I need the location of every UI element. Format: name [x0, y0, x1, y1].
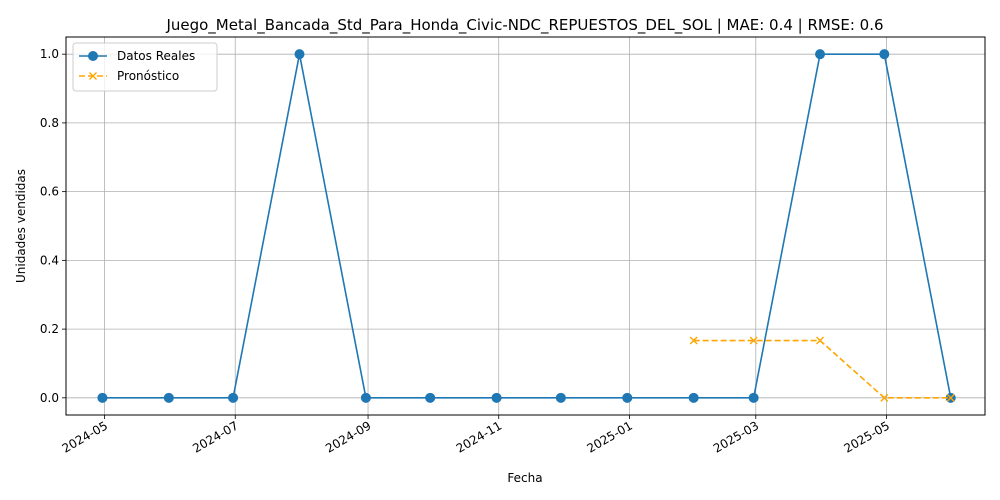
y-tick-label: 0.8	[40, 116, 59, 130]
legend-label: Pronóstico	[117, 69, 179, 83]
data-point	[163, 392, 174, 403]
legend-box	[72, 42, 218, 92]
legend-marker	[88, 51, 98, 61]
data-point	[879, 49, 890, 60]
data-point	[689, 336, 698, 345]
data-point	[816, 336, 825, 345]
y-tick-label: 1.0	[40, 47, 59, 61]
x-axis-label: Fecha	[507, 471, 542, 485]
legend: Datos Reales Pronóstico	[72, 42, 218, 92]
y-tick-label: 0.6	[40, 185, 59, 199]
legend-entry: Pronóstico	[79, 69, 179, 83]
y-axis-label: Unidades vendidas	[14, 169, 28, 283]
y-tick-label: 0.4	[40, 253, 59, 267]
data-point	[815, 49, 826, 60]
data-point	[491, 392, 502, 403]
y-tick-label: 0.0	[40, 391, 59, 405]
legend-marker	[89, 72, 97, 80]
data-point	[228, 392, 239, 403]
series-0	[97, 49, 956, 403]
data-point	[555, 392, 566, 403]
y-tick-label: 0.2	[40, 322, 59, 336]
data-point	[360, 392, 371, 403]
data-point	[749, 336, 758, 345]
data-point	[688, 392, 699, 403]
data-point	[748, 392, 759, 403]
plot-frame	[65, 36, 986, 416]
series-1	[689, 336, 955, 402]
chart-title: Juego_Metal_Bancada_Std_Para_Honda_Civic…	[165, 16, 883, 35]
data-point	[294, 49, 305, 60]
data-point	[946, 393, 955, 402]
data-point	[880, 393, 889, 402]
legend-label: Datos Reales	[117, 49, 195, 63]
data-point	[622, 392, 633, 403]
legend-entry: Datos Reales	[79, 49, 195, 63]
series-layer	[97, 49, 956, 403]
series-line	[102, 53, 952, 399]
data-point	[97, 392, 108, 403]
data-point	[425, 392, 436, 403]
